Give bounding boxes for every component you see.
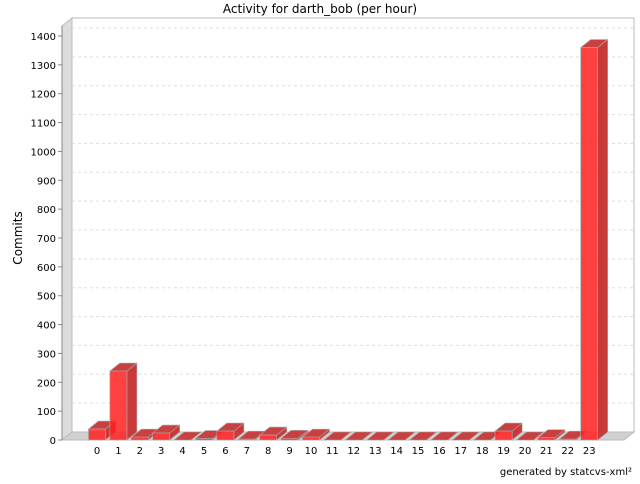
- bar-top: [365, 431, 395, 441]
- x-tick-label: 22: [561, 446, 574, 457]
- x-tick-label: 12: [347, 446, 360, 457]
- y-tick-label: 100: [37, 407, 56, 418]
- left-wall: [61, 16, 73, 442]
- plot-area: 0100200300400500600700800900100011001200…: [31, 16, 636, 457]
- y-tick-label: 1300: [31, 61, 56, 72]
- y-tick-label: 1400: [31, 32, 56, 43]
- x-tick-label: 16: [433, 446, 446, 457]
- x-tick-label: 5: [201, 446, 207, 457]
- bar: [580, 47, 599, 441]
- y-tick-label: 1100: [31, 119, 56, 130]
- bar-top: [430, 431, 459, 441]
- y-tick-label: 800: [37, 205, 56, 216]
- bar: [216, 430, 235, 441]
- x-tick-label: 0: [94, 446, 100, 457]
- bar: [109, 370, 128, 441]
- bar: [259, 434, 278, 441]
- x-tick-label: 8: [265, 446, 271, 457]
- x-tick-label: 21: [540, 446, 553, 457]
- x-tick-label: 18: [476, 446, 489, 457]
- x-tick-label: 6: [222, 446, 228, 457]
- bar-top: [344, 431, 374, 441]
- x-tick-label: 11: [326, 446, 339, 457]
- bar: [280, 437, 299, 441]
- y-axis-label: Commits: [11, 211, 25, 264]
- chart-title: Activity for darth_bob (per hour): [223, 2, 417, 16]
- bar-top: [408, 431, 438, 441]
- bar: [238, 438, 256, 441]
- bar: [558, 438, 577, 441]
- y-tick-label: 1000: [31, 147, 56, 158]
- x-tick-label: 9: [286, 446, 292, 457]
- x-tick-label: 3: [158, 446, 164, 457]
- footer-text: generated by statcvs-xml²: [500, 467, 632, 478]
- back-wall: [71, 17, 635, 433]
- bar-top: [451, 431, 481, 441]
- y-tick-label: 600: [37, 263, 56, 274]
- bar: [152, 432, 170, 441]
- bar: [302, 436, 320, 441]
- x-tick-label: 1: [115, 446, 121, 457]
- y-tick-label: 700: [37, 234, 56, 245]
- bar: [88, 428, 106, 441]
- bar-top: [323, 431, 352, 441]
- bar: [537, 437, 556, 441]
- x-tick-label: 7: [244, 446, 250, 457]
- y-tick-label: 1200: [31, 90, 56, 101]
- x-tick-label: 4: [179, 446, 185, 457]
- bar: [131, 436, 149, 441]
- bar: [494, 430, 513, 441]
- x-tick-label: 10: [305, 446, 318, 457]
- y-tick-label: 300: [37, 349, 56, 360]
- x-tick-label: 13: [369, 446, 382, 457]
- x-tick-label: 19: [497, 446, 510, 457]
- x-tick-label: 15: [412, 446, 425, 457]
- bar: [195, 438, 213, 441]
- x-tick-label: 20: [519, 446, 532, 457]
- bar-top: [173, 431, 202, 441]
- x-tick-label: 23: [583, 446, 596, 457]
- bar-side: [597, 38, 609, 441]
- y-tick-label: 500: [37, 292, 56, 303]
- y-tick-label: 0: [50, 436, 56, 447]
- y-tick-label: 400: [37, 321, 56, 332]
- bar-top: [515, 431, 545, 441]
- bar-side: [126, 362, 138, 441]
- bar-top: [387, 431, 416, 441]
- x-tick-label: 17: [454, 446, 467, 457]
- y-tick-label: 200: [37, 378, 56, 389]
- y-tick-label: 900: [37, 176, 56, 187]
- x-tick-label: 2: [137, 446, 143, 457]
- x-tick-label: 14: [390, 446, 403, 457]
